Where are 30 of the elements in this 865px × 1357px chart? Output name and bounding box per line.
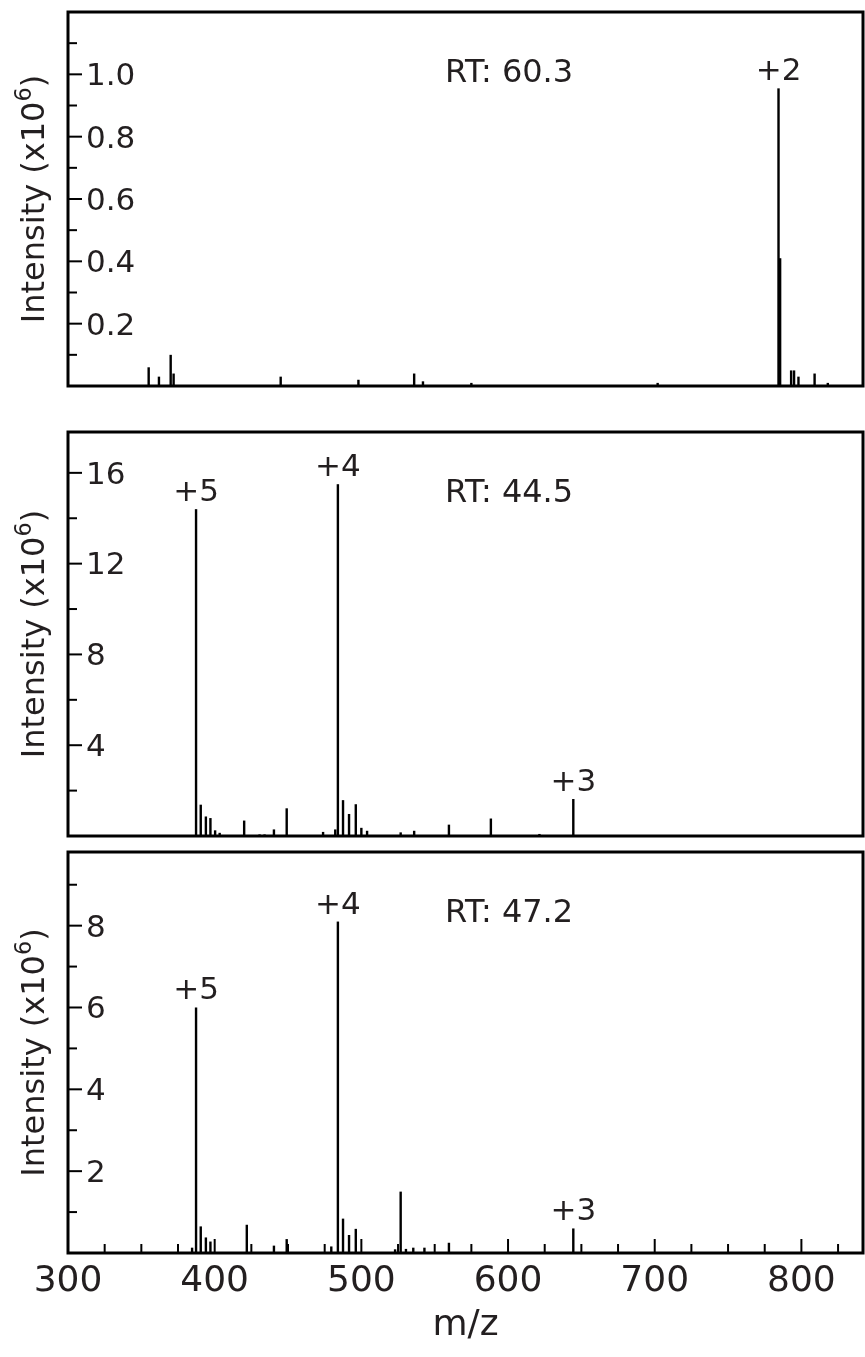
- y-tick-label: 6: [86, 989, 106, 1026]
- y-tick-label: 0.8: [86, 118, 136, 155]
- annotation: +5: [173, 472, 219, 509]
- y-tick-label: 12: [86, 545, 126, 582]
- y-tick-label: 4: [86, 1071, 106, 1108]
- y-tick-label: 4: [86, 727, 106, 764]
- x-tick-label: 500: [327, 1258, 396, 1299]
- annotation: +4: [315, 447, 361, 484]
- annotation: RT: 60.3: [445, 52, 574, 90]
- y-tick-label: 0.2: [86, 305, 136, 342]
- annotation: +3: [550, 762, 597, 798]
- x-tick-label: 800: [767, 1258, 836, 1299]
- y-tick-label: 0.4: [86, 243, 136, 280]
- annotation: +3: [550, 1191, 597, 1228]
- y-tick-label: 16: [86, 454, 126, 491]
- x-tick-label: 600: [473, 1258, 543, 1299]
- annotation: +2: [755, 51, 802, 88]
- annotation: RT: 44.5: [445, 472, 574, 510]
- x-tick-label: 700: [620, 1258, 690, 1299]
- x-tick-label: 400: [180, 1258, 250, 1299]
- annotation: +5: [173, 970, 219, 1007]
- x-tick-label: 300: [33, 1258, 103, 1299]
- y-tick-label: 2: [86, 1153, 106, 1190]
- annotation: +4: [315, 884, 361, 921]
- y-tick-label: 1.0: [86, 56, 136, 93]
- y-tick-label: 8: [86, 636, 106, 673]
- y-tick-label: 8: [86, 907, 106, 944]
- x-axis-title: m/z: [432, 1302, 499, 1343]
- y-tick-label: 0.6: [86, 180, 136, 217]
- annotation: RT: 47.2: [445, 892, 574, 930]
